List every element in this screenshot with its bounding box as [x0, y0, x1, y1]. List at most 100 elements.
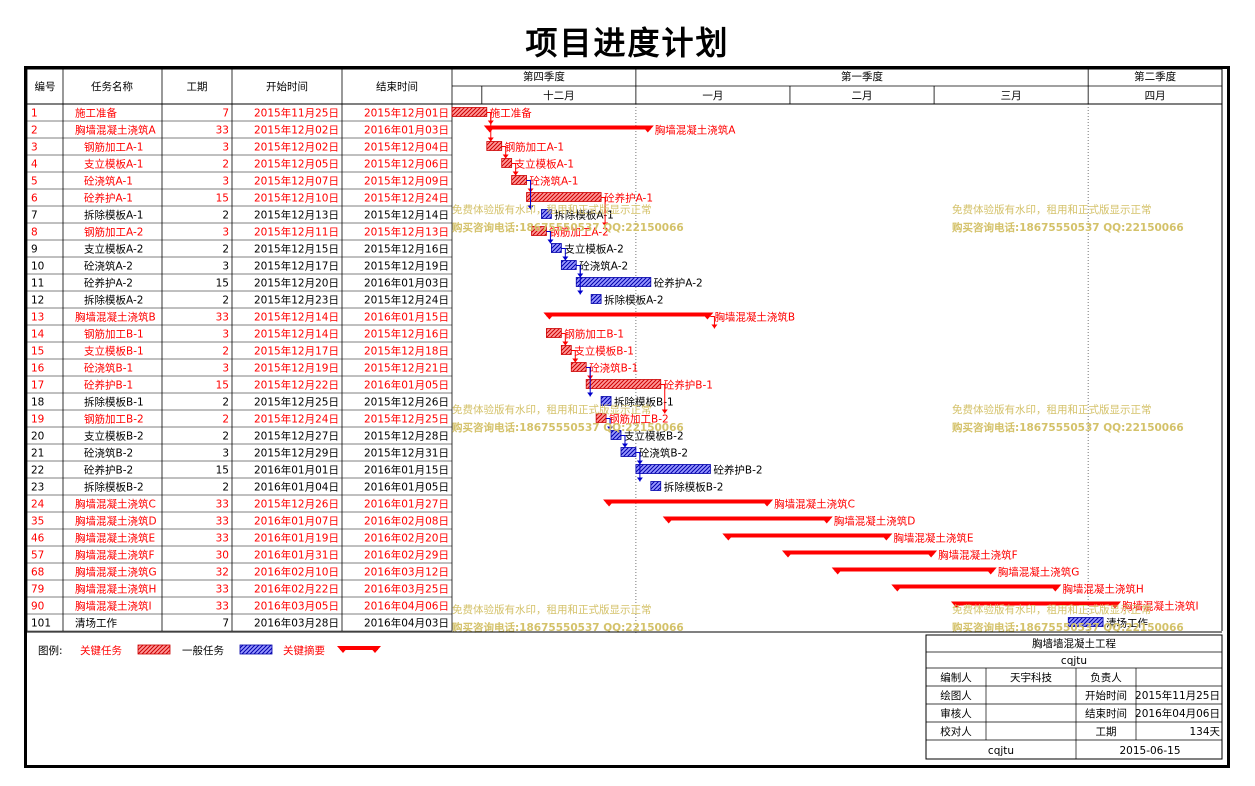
dependency-arrow — [621, 443, 628, 448]
summary-bar-end-cap — [820, 516, 833, 524]
bar-label: 砼浇筑A-2 — [579, 260, 628, 273]
bar-label: 砼养护A-1 — [604, 192, 653, 205]
bar-label: 钢筋加工B-2 — [609, 413, 669, 426]
month-label: 一月 — [702, 90, 723, 102]
task-duration: 32 — [216, 567, 229, 579]
task-end: 2016年02月20日 — [364, 532, 449, 545]
task-bar — [600, 396, 612, 406]
task-end: 2015年12月31日 — [364, 447, 449, 460]
watermark-text: 免费体验版有水印，租用和正式版显示正常 — [952, 603, 1152, 616]
legend-label: 图例: — [38, 644, 63, 657]
info-label: 负责人 — [1090, 671, 1122, 684]
task-id: 3 — [31, 142, 38, 154]
task-id: 21 — [31, 448, 44, 460]
task-id: 13 — [31, 312, 44, 324]
info-label: 校对人 — [940, 725, 972, 738]
info-footer-left: cqjtu — [988, 745, 1014, 757]
info-value: 2015年11月25日 — [1135, 689, 1220, 702]
bar-label: 胸墙混凝土浇筑H — [1062, 583, 1143, 596]
task-start: 2015年12月14日 — [254, 311, 339, 324]
dependency-arrow — [562, 256, 569, 261]
bar-label: 砼浇筑B-2 — [639, 447, 688, 460]
task-id: 7 — [31, 210, 38, 222]
task-id: 101 — [31, 618, 51, 630]
task-duration: 33 — [216, 584, 229, 596]
task-end: 2015年12月14日 — [364, 209, 449, 222]
task-name: 砼浇筑A-2 — [84, 260, 133, 273]
summary-bar — [834, 567, 994, 572]
task-duration: 3 — [222, 227, 229, 239]
task-name: 胸墙混凝土浇筑I — [75, 600, 152, 613]
task-name: 砼养护B-1 — [84, 379, 133, 392]
info-project: 胸墙墙混凝土工程 — [1032, 637, 1116, 650]
summary-bar — [606, 499, 771, 504]
task-name: 胸墙混凝土浇筑C — [75, 498, 156, 511]
task-end: 2015年12月13日 — [364, 226, 449, 239]
legend-summary-swatch — [340, 646, 378, 650]
month-label: 十二月 — [543, 89, 575, 102]
info-value: 天宇科技 — [1010, 671, 1052, 684]
task-bar — [551, 243, 562, 253]
task-start: 2015年11月25日 — [254, 107, 339, 120]
legend-critical-label: 关键任务 — [80, 644, 122, 657]
task-end: 2016年01月05日 — [364, 481, 449, 494]
task-bar — [560, 260, 577, 270]
bar-label: 拆除模板B-2 — [664, 481, 724, 494]
task-duration: 2 — [222, 431, 229, 443]
bar-label: 拆除模板A-2 — [604, 294, 663, 307]
task-duration: 3 — [222, 176, 229, 188]
task-start: 2016年01月31日 — [254, 549, 339, 562]
task-duration: 3 — [222, 142, 229, 154]
task-id: 4 — [31, 159, 38, 171]
gantt-frame — [24, 66, 1230, 768]
quarter-label: 第一季度 — [841, 70, 883, 83]
bar-label: 胸墙混凝土浇筑E — [893, 532, 973, 545]
task-bar — [1067, 617, 1104, 627]
bar-label: 砼浇筑A-1 — [530, 175, 579, 188]
bar-label: 胸墙混凝土浇筑A — [655, 124, 736, 137]
task-bar — [486, 141, 503, 151]
task-name: 胸墙混凝土浇筑D — [75, 515, 157, 528]
task-name: 砼养护A-2 — [84, 277, 133, 290]
task-end: 2016年04月06日 — [364, 600, 449, 613]
task-bar — [575, 277, 652, 287]
task-id: 5 — [31, 176, 38, 188]
summary-bar — [665, 516, 830, 521]
bar-label: 胸墙混凝土浇筑I — [1122, 600, 1199, 613]
summary-bar-start-cap — [950, 601, 963, 609]
task-duration: 2 — [222, 244, 229, 256]
task-name: 胸墙混凝土浇筑F — [75, 549, 155, 562]
task-end: 2016年01月15日 — [364, 311, 449, 324]
summary-bar-end-cap — [984, 567, 997, 575]
month-label: 二月 — [852, 90, 873, 102]
task-id: 68 — [31, 567, 44, 579]
task-duration: 33 — [216, 601, 229, 613]
task-id: 18 — [31, 397, 44, 409]
task-duration: 15 — [216, 380, 229, 392]
task-name: 支立模板B-1 — [84, 345, 144, 358]
info-label: 开始时间 — [1085, 689, 1127, 702]
task-name: 拆除模板B-1 — [84, 396, 144, 409]
dependency-arrow — [547, 239, 554, 244]
task-id: 12 — [31, 295, 44, 307]
task-duration: 33 — [216, 499, 229, 511]
bar-label: 钢筋加工B-1 — [564, 328, 624, 341]
task-end: 2016年01月27日 — [364, 498, 449, 511]
task-end: 2015年12月28日 — [364, 430, 449, 443]
bar-label: 胸墙混凝土浇筑B — [714, 311, 795, 324]
dependency-arrow — [527, 205, 534, 210]
bar-label: 砼养护B-2 — [713, 464, 762, 477]
task-end: 2016年01月03日 — [364, 277, 449, 290]
summary-bar-end-cap — [880, 533, 893, 541]
task-id: 9 — [31, 244, 38, 256]
bar-label: 胸墙混凝土浇筑G — [998, 566, 1080, 579]
task-bar — [451, 107, 488, 117]
task-end: 2016年03月12日 — [364, 566, 449, 579]
task-name: 钢筋加工A-1 — [84, 141, 143, 154]
dependency-line — [635, 452, 641, 482]
dependency-arrow — [602, 222, 609, 227]
dependency-arrow — [487, 137, 494, 142]
task-start: 2016年01月01日 — [254, 464, 339, 477]
task-id: 19 — [31, 414, 44, 426]
task-start: 2015年12月02日 — [254, 124, 339, 137]
